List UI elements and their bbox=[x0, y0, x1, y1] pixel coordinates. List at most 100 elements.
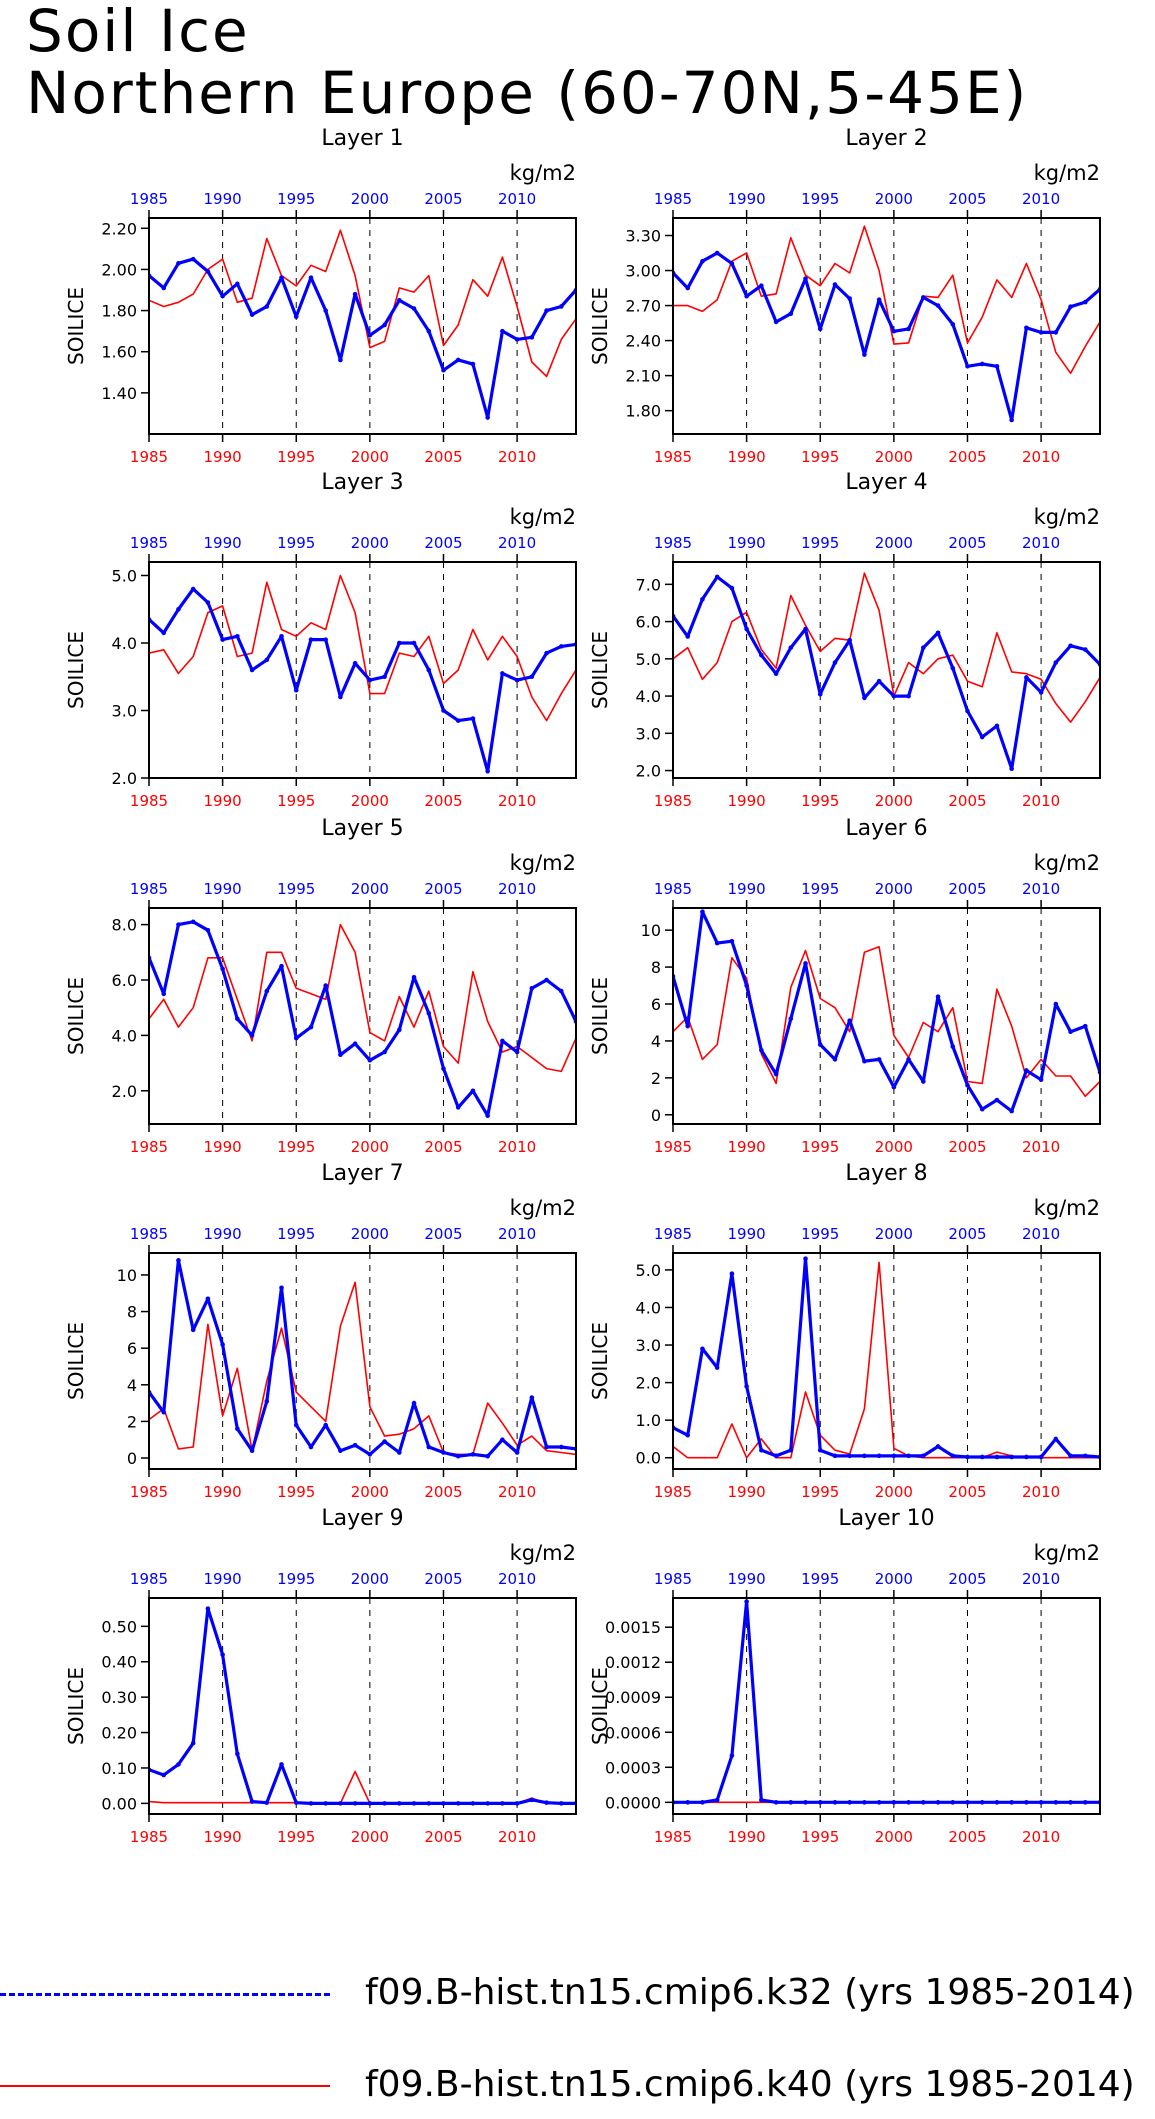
series-k32-point bbox=[426, 328, 432, 334]
x-tick-label-top: 1985 bbox=[130, 880, 168, 898]
series-k32-point bbox=[891, 693, 897, 699]
series-k32-line bbox=[673, 910, 1100, 1113]
series-k32-point bbox=[847, 1800, 852, 1805]
x-tick-label: 1990 bbox=[728, 1483, 766, 1501]
x-tick-label-top: 1990 bbox=[204, 1225, 242, 1243]
series-k32-point bbox=[382, 1439, 387, 1444]
chart-5: Layer 5 kg/m2 SOILICE 1985 1985 1990 1990 1995 1… bbox=[64, 816, 577, 1156]
series-k32-point bbox=[382, 1801, 387, 1806]
chart-title: Layer 5 bbox=[321, 816, 403, 841]
y-tick-label: 7.0 bbox=[636, 575, 661, 594]
series-k32-point bbox=[190, 586, 196, 592]
x-tick-label-top: 1995 bbox=[801, 1225, 839, 1243]
x-tick-label-top: 2005 bbox=[948, 534, 986, 552]
y-tick-label: 2.0 bbox=[636, 1374, 661, 1393]
series-k32-point bbox=[803, 1800, 808, 1805]
series-k32-point bbox=[950, 1044, 956, 1049]
series-k32-point bbox=[514, 1450, 520, 1455]
series-k32-point bbox=[714, 250, 720, 256]
y-tick-label: 6.0 bbox=[636, 613, 661, 632]
charts-panel: Layer 1 kg/m2 SOILICE 1985 1985 1990 1990 1995 1… bbox=[64, 126, 1101, 1846]
series-k32-point bbox=[979, 734, 985, 740]
series-k32-point bbox=[161, 285, 167, 291]
series-k32-point bbox=[832, 1453, 838, 1459]
series-k32-point bbox=[455, 357, 461, 363]
x-tick-label: 1985 bbox=[130, 1828, 168, 1846]
series-k40-line bbox=[149, 574, 576, 722]
series-k32-point bbox=[1024, 325, 1029, 331]
plot-frame bbox=[148, 907, 577, 1125]
series-k32-point bbox=[700, 1346, 705, 1352]
series-k32-point bbox=[470, 361, 476, 367]
y-axis-label: SOILICE bbox=[64, 977, 88, 1055]
series-k32-point bbox=[426, 1010, 432, 1016]
series-k32-point bbox=[714, 1797, 720, 1803]
series-k32-point bbox=[455, 1801, 461, 1806]
series-k32-point bbox=[249, 1033, 255, 1038]
x-tick-label-top: 1995 bbox=[277, 190, 315, 208]
x-tick-label: 1985 bbox=[130, 448, 168, 466]
x-tick-label: 1990 bbox=[204, 448, 242, 466]
series-k32-point bbox=[293, 1800, 299, 1805]
series-k40-line bbox=[149, 1281, 576, 1456]
series-k32-point bbox=[965, 708, 970, 714]
x-tick-label-top: 2010 bbox=[498, 534, 536, 552]
series-group bbox=[673, 1256, 1100, 1460]
series-k32-point bbox=[426, 1801, 432, 1806]
x-tick-label: 1990 bbox=[728, 1828, 766, 1846]
series-k32-point bbox=[176, 1762, 181, 1767]
series-k32-point bbox=[161, 1772, 167, 1778]
series-k32-point bbox=[788, 1800, 794, 1805]
series-k32-point bbox=[965, 363, 970, 369]
series-k32-point bbox=[485, 1113, 490, 1118]
y-tick-label: 0.0009 bbox=[605, 1688, 661, 1707]
series-k32-point bbox=[744, 1599, 749, 1604]
x-tick-label-top: 2005 bbox=[424, 880, 462, 898]
x-tick-label: 1990 bbox=[204, 1138, 242, 1156]
series-k32-point bbox=[485, 1453, 490, 1459]
series-k32-point bbox=[965, 1082, 970, 1088]
series-k32-point bbox=[411, 640, 417, 646]
x-tick-label-top: 1985 bbox=[654, 190, 692, 208]
series-k32-point bbox=[1009, 1454, 1014, 1460]
series-k32-point bbox=[279, 275, 284, 280]
x-tick-label: 1990 bbox=[728, 448, 766, 466]
series-k32-point bbox=[323, 983, 328, 988]
y-axis-label: SOILICE bbox=[64, 1667, 88, 1745]
x-tick-label-top: 2005 bbox=[424, 1225, 462, 1243]
series-k32-point bbox=[323, 308, 328, 313]
series-k32-point bbox=[264, 657, 270, 663]
y-tick-label: 1.80 bbox=[101, 302, 137, 321]
series-k32-point bbox=[759, 1447, 764, 1453]
series-group bbox=[149, 1606, 576, 1806]
series-k32-point bbox=[788, 1016, 794, 1022]
series-k32-point bbox=[862, 1800, 867, 1805]
series-k32-point bbox=[921, 295, 926, 300]
series-k32-point bbox=[891, 1800, 897, 1805]
series-k32-line bbox=[149, 1606, 576, 1806]
y-tick-label: 4.0 bbox=[112, 634, 137, 653]
series-group bbox=[673, 909, 1100, 1114]
series-k32-point bbox=[744, 626, 749, 632]
x-tick-label-top: 1995 bbox=[277, 1225, 315, 1243]
series-k32-point bbox=[235, 633, 240, 639]
x-tick-label-top: 2010 bbox=[498, 1225, 536, 1243]
series-k32-point bbox=[729, 585, 735, 591]
series-k32-point bbox=[847, 1453, 852, 1459]
series-k32-point bbox=[685, 1432, 691, 1438]
series-k32-point bbox=[935, 303, 941, 308]
series-k32-point bbox=[308, 1024, 314, 1030]
x-tick-label-top: 2000 bbox=[351, 190, 389, 208]
x-tick-label: 1990 bbox=[204, 1483, 242, 1501]
series-k32-point bbox=[352, 660, 358, 666]
series-k32-point bbox=[323, 637, 328, 642]
series-k32-point bbox=[906, 1800, 911, 1805]
series-k32-point bbox=[176, 606, 181, 612]
series-k32-point bbox=[205, 600, 211, 605]
series-k32-point bbox=[293, 1035, 299, 1041]
series-k32-point bbox=[470, 716, 476, 721]
x-tick-label: 2005 bbox=[424, 792, 462, 810]
units-label: kg/m2 bbox=[510, 1541, 576, 1565]
series-k32-point bbox=[817, 1447, 823, 1453]
series-k32-point bbox=[264, 988, 270, 994]
